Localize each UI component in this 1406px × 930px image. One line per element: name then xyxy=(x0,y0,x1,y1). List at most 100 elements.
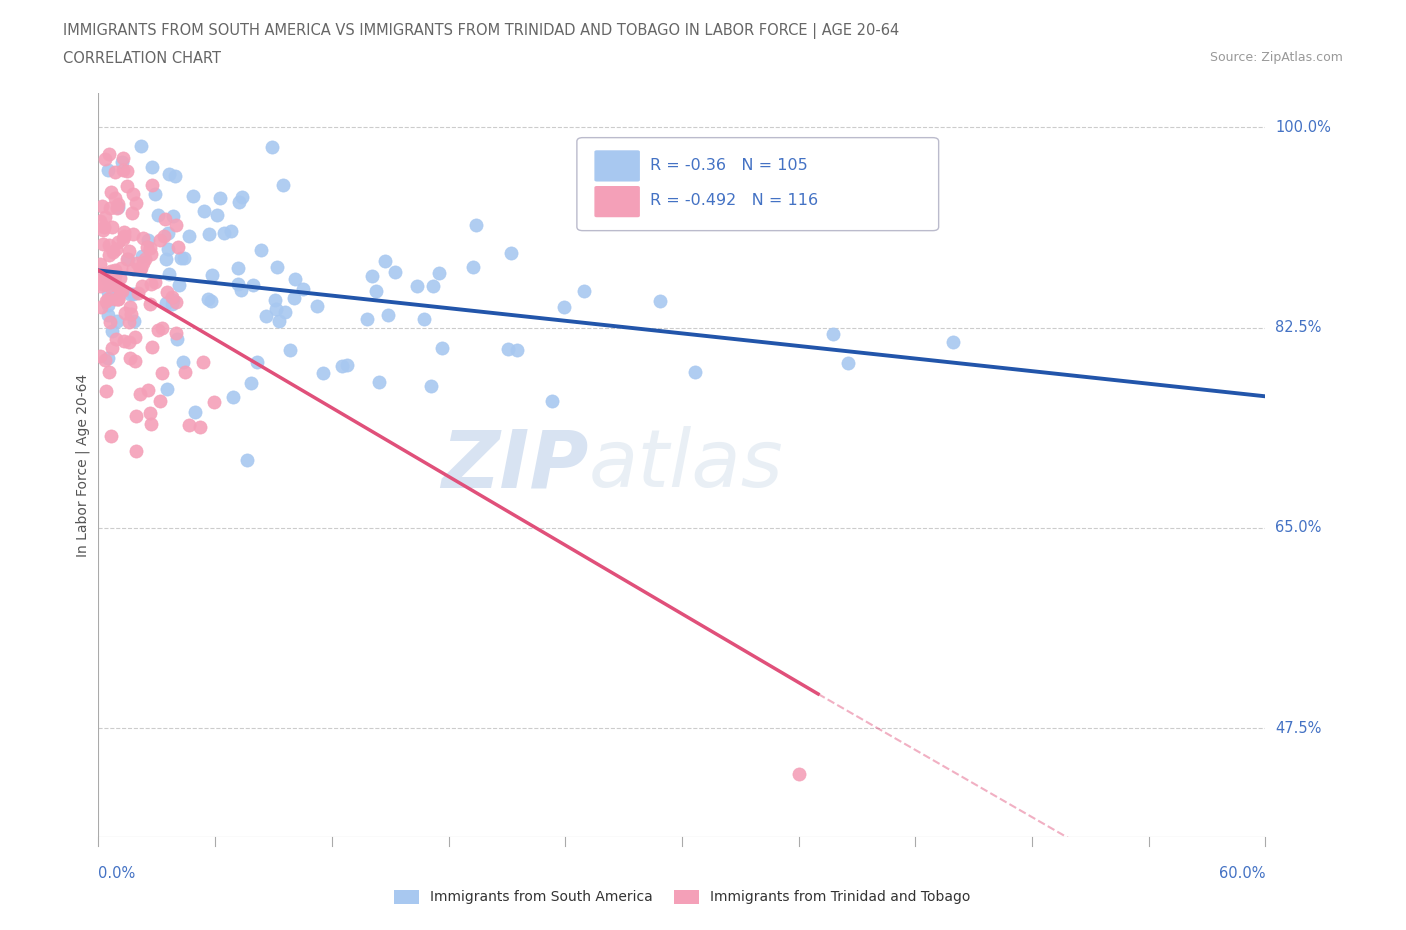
Point xyxy=(108,271,131,286)
Point xyxy=(117,251,139,266)
Point xyxy=(115,164,138,179)
Point xyxy=(105,201,128,216)
Point xyxy=(93,152,115,166)
Text: R = -0.492   N = 116: R = -0.492 N = 116 xyxy=(651,193,818,208)
Point xyxy=(683,365,706,379)
FancyBboxPatch shape xyxy=(576,138,939,231)
Point xyxy=(197,292,219,307)
Point xyxy=(107,234,129,249)
Point xyxy=(228,276,250,291)
Point xyxy=(156,285,179,299)
Point xyxy=(146,207,169,222)
Point xyxy=(98,314,121,329)
Point xyxy=(94,277,117,292)
Point xyxy=(91,199,114,214)
Point xyxy=(104,191,127,206)
Point xyxy=(155,251,177,266)
Point xyxy=(118,335,141,350)
Point xyxy=(787,766,810,781)
Point xyxy=(104,292,127,307)
Point xyxy=(110,260,132,275)
Point xyxy=(413,312,436,326)
Point xyxy=(94,352,117,367)
Point xyxy=(200,293,222,308)
Point xyxy=(336,358,359,373)
Point xyxy=(105,242,128,257)
Point xyxy=(107,196,129,211)
Point xyxy=(239,375,262,390)
Point xyxy=(129,260,152,275)
Point xyxy=(91,266,114,281)
Point xyxy=(101,324,124,339)
Point xyxy=(105,285,128,299)
Point xyxy=(121,206,143,220)
Point xyxy=(94,384,117,399)
Point xyxy=(155,296,177,311)
Point xyxy=(496,342,519,357)
Point xyxy=(131,249,153,264)
Point xyxy=(139,277,162,292)
Point xyxy=(125,444,148,458)
Point xyxy=(278,342,301,357)
Text: Source: ZipAtlas.com: Source: ZipAtlas.com xyxy=(1209,51,1343,64)
Point xyxy=(157,267,180,282)
Point xyxy=(107,291,129,306)
Point xyxy=(115,251,138,266)
Text: 82.5%: 82.5% xyxy=(1275,320,1322,335)
Point xyxy=(221,390,243,405)
Point xyxy=(177,418,200,432)
Point xyxy=(134,252,156,267)
Point xyxy=(942,335,965,350)
Point xyxy=(111,284,134,299)
Point xyxy=(107,292,129,307)
Point xyxy=(269,313,291,328)
Point xyxy=(145,275,167,290)
Text: atlas: atlas xyxy=(589,426,783,504)
Point xyxy=(821,327,844,342)
Point xyxy=(165,326,187,340)
Text: 65.0%: 65.0% xyxy=(1275,521,1322,536)
Point xyxy=(184,405,207,419)
Point xyxy=(129,261,152,276)
Point xyxy=(94,210,117,225)
Point xyxy=(374,254,396,269)
Point xyxy=(367,375,389,390)
Point xyxy=(91,223,114,238)
Point xyxy=(427,266,450,281)
Text: ZIP: ZIP xyxy=(441,426,589,504)
Point xyxy=(132,231,155,246)
Point xyxy=(149,232,172,247)
Point xyxy=(305,299,328,313)
Point xyxy=(105,279,128,294)
Text: CORRELATION CHART: CORRELATION CHART xyxy=(63,51,221,66)
Point xyxy=(165,218,187,232)
Point xyxy=(146,323,169,338)
Point xyxy=(198,227,221,242)
Point xyxy=(246,355,269,370)
Point xyxy=(103,274,125,289)
Point xyxy=(122,227,145,242)
Point xyxy=(188,419,211,434)
Point xyxy=(103,245,125,259)
Point xyxy=(221,223,243,238)
Point xyxy=(118,300,141,315)
Point xyxy=(172,354,194,369)
Point xyxy=(98,146,121,161)
Point xyxy=(157,225,180,240)
Point xyxy=(97,268,120,283)
Point xyxy=(112,334,135,349)
Point xyxy=(90,299,112,314)
Point xyxy=(141,160,163,175)
Point xyxy=(506,343,529,358)
Point xyxy=(231,190,253,205)
Point xyxy=(465,218,488,232)
Point xyxy=(124,329,146,344)
Point xyxy=(139,240,162,255)
Point xyxy=(97,273,120,288)
Point xyxy=(540,393,562,408)
Point xyxy=(167,239,190,254)
Point xyxy=(104,165,127,179)
Text: 47.5%: 47.5% xyxy=(1275,721,1322,736)
Point xyxy=(139,405,162,420)
Point xyxy=(125,408,148,423)
